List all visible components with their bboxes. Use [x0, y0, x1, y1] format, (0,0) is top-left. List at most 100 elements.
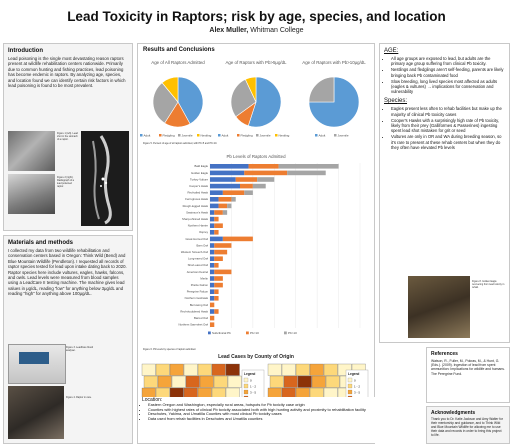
bar-segment [214, 289, 219, 294]
discussion-panel: AGE: All age groups are exposed to lead,… [379, 43, 510, 343]
references-text: Watson, R., Fuller, M., Pokras, M., & Hu… [431, 359, 505, 376]
age-pie-charts: Age of All Raptors Admitted Adult Fledglin… [140, 60, 366, 137]
bar-legend-swatch [284, 331, 287, 335]
leadcare-machine-photo [8, 344, 66, 384]
bar-segment [240, 183, 253, 189]
methods-heading: Materials and methods [8, 240, 74, 246]
bar-segment [222, 190, 245, 195]
references-panel: References Watson, R., Fuller, M., Pokra… [426, 347, 510, 403]
county-shape [325, 375, 340, 388]
pie-legend-swatch [237, 134, 240, 137]
county-shape [141, 363, 156, 376]
species-bullet: Eagles present less often to rehab facil… [391, 106, 505, 116]
county-shape [283, 375, 298, 388]
map-legend-label: 3 - 5 [354, 390, 360, 394]
bar-segment [214, 263, 219, 268]
bar-segment [244, 170, 288, 176]
bar-category-label: American Kestrel [187, 270, 209, 274]
pie-legend-swatch [334, 134, 337, 137]
species-bar-chart: Pb Levels of Raptors Admitted Bald Eagle G… [178, 154, 361, 335]
bar-category-label: Cooper's Hawk [189, 184, 208, 188]
bar-segment [210, 216, 215, 222]
pie-legend-label: Fledgling [241, 133, 254, 137]
bar-segment [222, 210, 228, 215]
radiograph-image [81, 131, 129, 226]
species-bullets: Eagles present less often to rehab facil… [384, 106, 505, 150]
results-panel: Results and Conclusions Age of All Rapto… [137, 43, 375, 444]
pie-legend-label: Fledgling [163, 133, 176, 137]
map-legend-label: 1 - 2 [250, 384, 256, 388]
bar-category-label: Great Horned Owl [185, 237, 208, 241]
bar-segment [214, 269, 232, 275]
bar-segment [210, 197, 219, 202]
pie-legend-label: Adult [222, 133, 229, 137]
bar-category-label: Northern Goshawk [185, 296, 209, 300]
bar-segment [214, 216, 219, 222]
map-legend-label: 3 - 5 [250, 390, 256, 394]
pie-legend-label: Juvenile [338, 133, 349, 137]
age-bullets: All age groups are exposed to lead, but … [384, 56, 505, 94]
bar-segment [214, 230, 219, 235]
species-heading: Species: [384, 98, 408, 105]
bar-category-label: Red-tailed Hawk [187, 191, 208, 195]
fig3-caption: Figure 3. LeadCare blood analyser. [66, 346, 94, 352]
bar-segment [210, 322, 215, 327]
bar-segment [231, 197, 236, 202]
pie-legend-swatch [140, 134, 143, 137]
county-shape [227, 375, 242, 388]
poster-title: Lead Toxicity in Raptors; risk by age, s… [67, 9, 446, 24]
bar-segment [210, 309, 215, 314]
ack-panel: Acknowledgments Thank you to Dr. Katie J… [426, 406, 510, 444]
pie-legend-swatch [197, 134, 200, 137]
bar-category-label: Barred Owl [194, 316, 208, 320]
bar-category-label: Barn Owl [196, 243, 208, 247]
intro-panel: Introduction Lead poisoning is the singl… [3, 43, 133, 231]
bar-segment [214, 249, 228, 255]
bar-segment [210, 263, 215, 268]
county-shape [185, 375, 200, 388]
map-legend-swatch [347, 377, 353, 383]
bar-category-label: Golden Eagle [191, 171, 208, 175]
bar-segment [214, 256, 223, 261]
county-shape [267, 363, 282, 376]
bar-segment [210, 302, 215, 308]
bar-category-label: Short-eared Owl [188, 263, 209, 267]
location-bullet: Deschutes, Yakima, and Umatilla Counties… [148, 412, 375, 417]
county-shape [297, 375, 312, 388]
county-shape [157, 375, 172, 388]
county-shape [295, 363, 310, 376]
bar-segment [278, 164, 339, 169]
bar-category-label: Long-eared Owl [188, 257, 208, 261]
bar-segment [210, 164, 249, 169]
bar-segment [214, 276, 223, 281]
intro-heading: Introduction [8, 48, 43, 54]
poster-header: Lead Toxicity in Raptors; risk by age, s… [0, 0, 513, 40]
bar-segment [252, 183, 266, 189]
bar-category-label: Burrowing Owl [190, 303, 209, 307]
pie-legend-swatch [218, 134, 221, 137]
pie-caption: Figure 5. Percent of age of all raptors … [143, 142, 218, 145]
county-shape [169, 363, 184, 376]
species-bullet: Cooper's Hawks with a surprisingly high … [391, 118, 505, 134]
county-shape [211, 363, 226, 376]
eagle-photo [408, 276, 470, 338]
bar-segment [210, 269, 215, 275]
bar-category-label: Northern Saw-whet Owl [178, 323, 208, 327]
map-legend-swatch [243, 377, 249, 383]
bar-category-label: Ferruginous Hawk [185, 197, 208, 201]
map-legend-swatch [243, 383, 249, 389]
bar-category-label: Red-shouldered Hawk [180, 309, 208, 313]
bar-category-label: Prairie Falcon [191, 283, 209, 287]
fig1-caption: Figure 1 (left). Lead shot in the stomac… [57, 132, 78, 141]
pie-legend-label: Juvenile [182, 133, 193, 137]
pie-legend-label: Juvenile [260, 133, 271, 137]
bar-segment [210, 170, 245, 176]
bar-segment [210, 236, 223, 242]
map-legend-label: 1 - 2 [354, 384, 360, 388]
pie-slice [177, 76, 204, 125]
bar-segment [210, 183, 240, 189]
bar-category-label: Merlin [200, 276, 208, 280]
location-bullet: Eastern Oregon and Washington, especiall… [148, 402, 375, 408]
bar-segment [210, 230, 215, 235]
county-shape [281, 363, 296, 376]
